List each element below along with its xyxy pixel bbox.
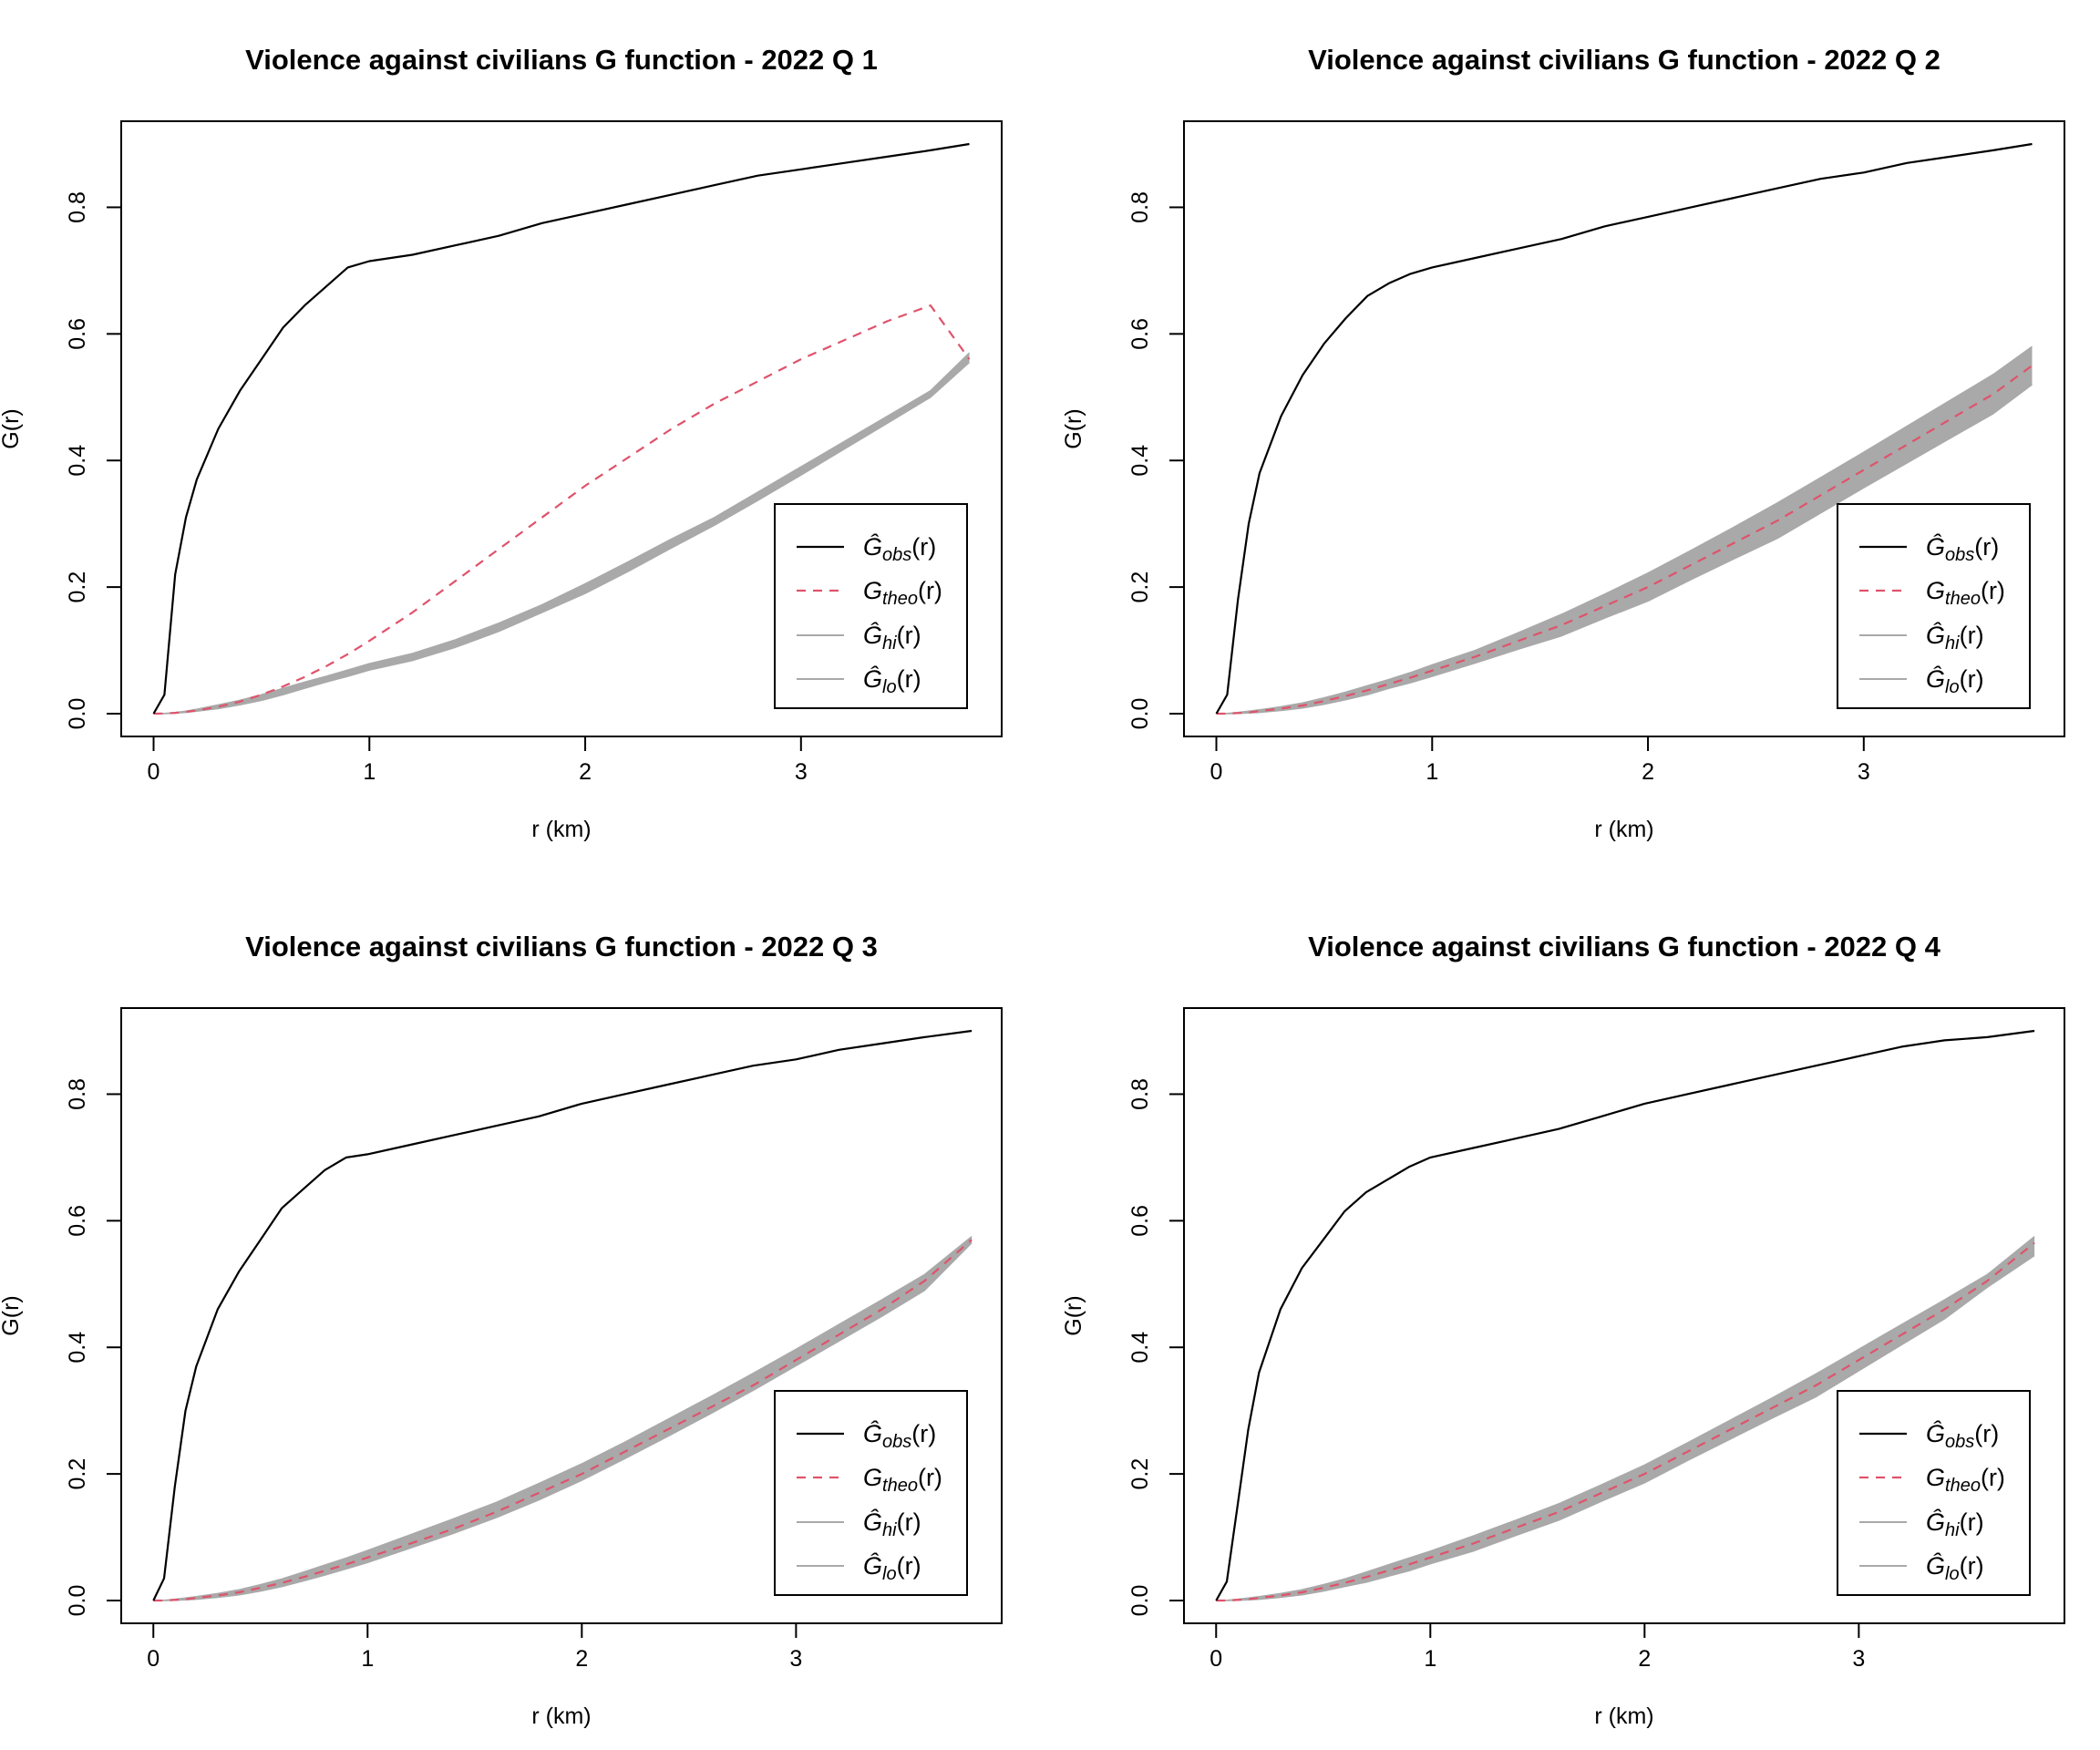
hi-line bbox=[1216, 345, 2033, 715]
y-tick-label: 0.8 bbox=[1127, 1078, 1153, 1110]
theo-line bbox=[1216, 1241, 2035, 1602]
legend-label-lo: Ĝlo(r) bbox=[1926, 664, 1984, 697]
chart-panel-q1: Violence against civilians G function - … bbox=[0, 44, 1003, 842]
obs-line bbox=[1215, 1029, 2035, 1601]
chart-panel-q3: Violence against civilians G function - … bbox=[0, 931, 1003, 1729]
y-tick-label: 0.0 bbox=[65, 698, 90, 730]
chart-title: Violence against civilians G function - … bbox=[245, 931, 878, 962]
y-tick-label: 0.8 bbox=[65, 191, 90, 223]
y-tick-label: 0.4 bbox=[65, 1332, 90, 1364]
x-tick-label: 1 bbox=[1426, 759, 1438, 785]
y-tick-label: 0.0 bbox=[65, 1585, 90, 1617]
y-tick-label: 0.0 bbox=[1127, 1585, 1153, 1617]
theo-line bbox=[153, 304, 971, 715]
x-tick-label: 2 bbox=[575, 1646, 588, 1672]
legend-label-hi: Ĝhi(r) bbox=[1926, 621, 1984, 654]
legend: Ĝobs(r) Gtheo(r) Ĝhi(r) Ĝlo(r) bbox=[774, 503, 968, 709]
x-tick-label: 0 bbox=[147, 1646, 160, 1672]
legend-box bbox=[774, 503, 968, 709]
chart-title: Violence against civilians G function - … bbox=[1308, 931, 1940, 962]
x-tick-label: 2 bbox=[579, 759, 592, 785]
legend-label-hi: Ĝhi(r) bbox=[863, 1508, 921, 1540]
chart-title: Violence against civilians G function - … bbox=[1308, 44, 1940, 76]
legend-box bbox=[774, 1390, 968, 1596]
legend-label-theo: Gtheo(r) bbox=[1926, 577, 2005, 609]
x-axis-label: r (km) bbox=[531, 817, 591, 842]
y-tick-label: 0.4 bbox=[1127, 1332, 1153, 1364]
y-tick-label: 0.2 bbox=[65, 1458, 90, 1490]
legend: Ĝobs(r) Gtheo(r) Ĝhi(r) Ĝlo(r) bbox=[774, 1390, 968, 1596]
lo-line bbox=[1216, 384, 2033, 715]
y-tick-label: 0.8 bbox=[65, 1078, 90, 1110]
y-axis-label: G(r) bbox=[0, 1295, 24, 1335]
legend-box bbox=[1837, 1390, 2031, 1596]
x-tick-label: 3 bbox=[789, 1646, 802, 1672]
y-tick-label: 0.2 bbox=[1127, 571, 1153, 603]
legend-label-hi: Ĝhi(r) bbox=[1926, 1508, 1984, 1540]
legend-label-theo: Gtheo(r) bbox=[863, 577, 942, 609]
x-tick-label: 3 bbox=[795, 759, 808, 785]
theo-line bbox=[1216, 365, 2033, 715]
legend-label-theo: Gtheo(r) bbox=[1926, 1464, 2005, 1496]
lo-line bbox=[153, 1242, 973, 1601]
y-tick-label: 0.4 bbox=[65, 445, 90, 477]
y-axis-label: G(r) bbox=[1061, 408, 1086, 448]
hi-line bbox=[1216, 1236, 2035, 1601]
x-tick-label: 0 bbox=[148, 759, 160, 785]
x-tick-label: 2 bbox=[1638, 1646, 1651, 1672]
theo-line bbox=[153, 1239, 973, 1602]
y-tick-label: 0.6 bbox=[1127, 318, 1153, 350]
legend-label-lo: Ĝlo(r) bbox=[863, 664, 921, 697]
y-tick-label: 0.2 bbox=[65, 571, 90, 603]
legend: Ĝobs(r) Gtheo(r) Ĝhi(r) Ĝlo(r) bbox=[1837, 503, 2031, 709]
y-tick-label: 0.8 bbox=[1127, 191, 1153, 223]
y-tick-label: 0.6 bbox=[65, 1205, 90, 1237]
x-tick-label: 1 bbox=[1424, 1646, 1436, 1672]
y-tick-label: 0.0 bbox=[1127, 698, 1153, 730]
obs-line bbox=[152, 142, 970, 715]
x-tick-label: 1 bbox=[361, 1646, 374, 1672]
lo-line bbox=[153, 362, 971, 715]
legend-label-theo: Gtheo(r) bbox=[863, 1464, 942, 1496]
chart-panel-q4: Violence against civilians G function - … bbox=[1061, 931, 2065, 1729]
legend-label-hi: Ĝhi(r) bbox=[863, 621, 921, 654]
legend-label-obs: Ĝobs(r) bbox=[1926, 1419, 1999, 1452]
y-tick-label: 0.6 bbox=[65, 318, 90, 350]
x-axis-label: r (km) bbox=[1594, 817, 1653, 842]
y-tick-label: 0.6 bbox=[1127, 1205, 1153, 1237]
legend: Ĝobs(r) Gtheo(r) Ĝhi(r) Ĝlo(r) bbox=[1837, 1390, 2031, 1596]
lo-line bbox=[1216, 1254, 2035, 1601]
x-tick-label: 2 bbox=[1642, 759, 1654, 785]
y-tick-label: 0.2 bbox=[1127, 1458, 1153, 1490]
hi-line bbox=[153, 352, 971, 715]
hi-line bbox=[153, 1236, 973, 1601]
x-tick-label: 1 bbox=[363, 759, 376, 785]
x-tick-label: 3 bbox=[1858, 759, 1870, 785]
chart-title: Violence against civilians G function - … bbox=[245, 44, 878, 76]
obs-line bbox=[152, 1029, 973, 1601]
legend-label-obs: Ĝobs(r) bbox=[863, 532, 936, 565]
x-tick-label: 3 bbox=[1852, 1646, 1865, 1672]
legend-box bbox=[1837, 503, 2031, 709]
legend-label-lo: Ĝlo(r) bbox=[863, 1551, 921, 1584]
x-axis-label: r (km) bbox=[531, 1704, 591, 1729]
x-tick-label: 0 bbox=[1210, 759, 1223, 785]
legend-label-obs: Ĝobs(r) bbox=[1926, 532, 1999, 565]
obs-line bbox=[1215, 142, 2033, 715]
chart-panel-q2: Violence against civilians G function - … bbox=[1061, 44, 2065, 842]
x-axis-label: r (km) bbox=[1594, 1704, 1653, 1729]
legend-label-obs: Ĝobs(r) bbox=[863, 1419, 936, 1452]
x-tick-label: 0 bbox=[1210, 1646, 1222, 1672]
legend-label-lo: Ĝlo(r) bbox=[1926, 1551, 1984, 1584]
y-axis-label: G(r) bbox=[1061, 1295, 1086, 1335]
y-axis-label: G(r) bbox=[0, 408, 24, 448]
y-tick-label: 0.4 bbox=[1127, 445, 1153, 477]
